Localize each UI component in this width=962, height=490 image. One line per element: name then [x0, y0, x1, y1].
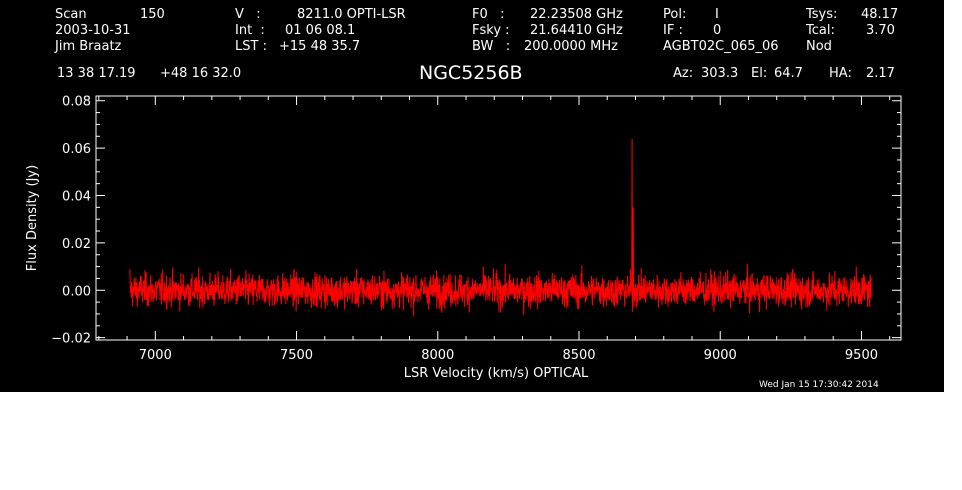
x-tick-label: 8000 [421, 348, 454, 363]
int-value: 01 06 08.1 [285, 23, 356, 38]
v-label: V : [235, 7, 261, 22]
y-tick-label: 0.08 [62, 95, 91, 110]
ha-value: 2.17 [866, 66, 895, 81]
observer-name: Jim Braatz [55, 39, 122, 54]
spectrum-plot: 7000 7500 8000 8500 9000 9500 −0.02 0.00 0.02 0.0… [25, 95, 902, 381]
scan-label: Scan [55, 7, 87, 22]
x-tick-label: 7500 [280, 348, 313, 363]
y-tick-label: 0.06 [62, 142, 91, 157]
observation-date: 2003-10-31 [55, 23, 131, 38]
tcal-value: 3.70 [866, 23, 895, 38]
y-tick-label: 0.00 [62, 284, 91, 299]
bw-label: BW : [472, 39, 511, 54]
spectrum-line [129, 138, 872, 317]
ha-label: HA: [829, 66, 852, 81]
fsky-label: Fsky : [472, 23, 510, 38]
plot-frame [95, 95, 902, 341]
y-tick-label: 0.02 [62, 237, 91, 252]
tsys-value: 48.17 [861, 7, 899, 22]
spectrum-trace [129, 138, 872, 317]
lst-value: +15 48 35.7 [279, 39, 361, 54]
lst-label: LST : [235, 39, 267, 54]
source-title: NGC5256B [419, 62, 523, 84]
el-label: El: [751, 66, 768, 81]
axis-tick-labels: 7000 7500 8000 8500 9000 9500 −0.02 0.00 0.02 0.0… [51, 95, 878, 363]
y-tick-label: 0.04 [62, 189, 91, 204]
az-label: Az: [673, 66, 694, 81]
dec-coordinate: +48 16 32.0 [160, 66, 242, 81]
tcal-label: Tcal: [806, 23, 835, 38]
y-tick-label: −0.02 [51, 332, 91, 347]
x-tick-label: 8500 [562, 348, 595, 363]
f0-label: F0 : [472, 7, 505, 22]
observing-mode: Nod [806, 39, 832, 54]
pol-value: I [715, 7, 719, 22]
x-tick-label: 9500 [845, 348, 878, 363]
f0-value: 22.23508 GHz [530, 7, 623, 22]
x-tick-label: 7000 [139, 348, 172, 363]
scan-value: 150 [140, 7, 165, 22]
ra-coordinate: 13 38 17.19 [57, 66, 136, 81]
y-axis-label: Flux Density (Jy) [25, 165, 40, 271]
az-value: 303.3 [701, 66, 739, 81]
bw-value: 200.0000 MHz [524, 39, 618, 54]
axis-ticks [96, 96, 901, 340]
plot-window: Scan 150 2003-10-31 Jim Braatz V : 8211.… [0, 0, 944, 392]
v-value: 8211.0 OPTI-LSR [297, 7, 406, 22]
x-tick-label: 9000 [704, 348, 737, 363]
tsys-label: Tsys: [806, 7, 838, 22]
if-value: 0 [713, 23, 722, 38]
fsky-value: 21.64410 GHz [530, 23, 623, 38]
int-label: Int : [235, 23, 265, 38]
pol-label: Pol: [663, 7, 687, 22]
plot-timestamp: Wed Jan 15 17:30:42 2014 [759, 380, 879, 390]
if-label: IF : [663, 23, 683, 38]
x-axis-label: LSR Velocity (km/s) OPTICAL [404, 366, 589, 381]
project-id: AGBT02C_065_06 [663, 39, 779, 54]
el-value: 64.7 [774, 66, 803, 81]
